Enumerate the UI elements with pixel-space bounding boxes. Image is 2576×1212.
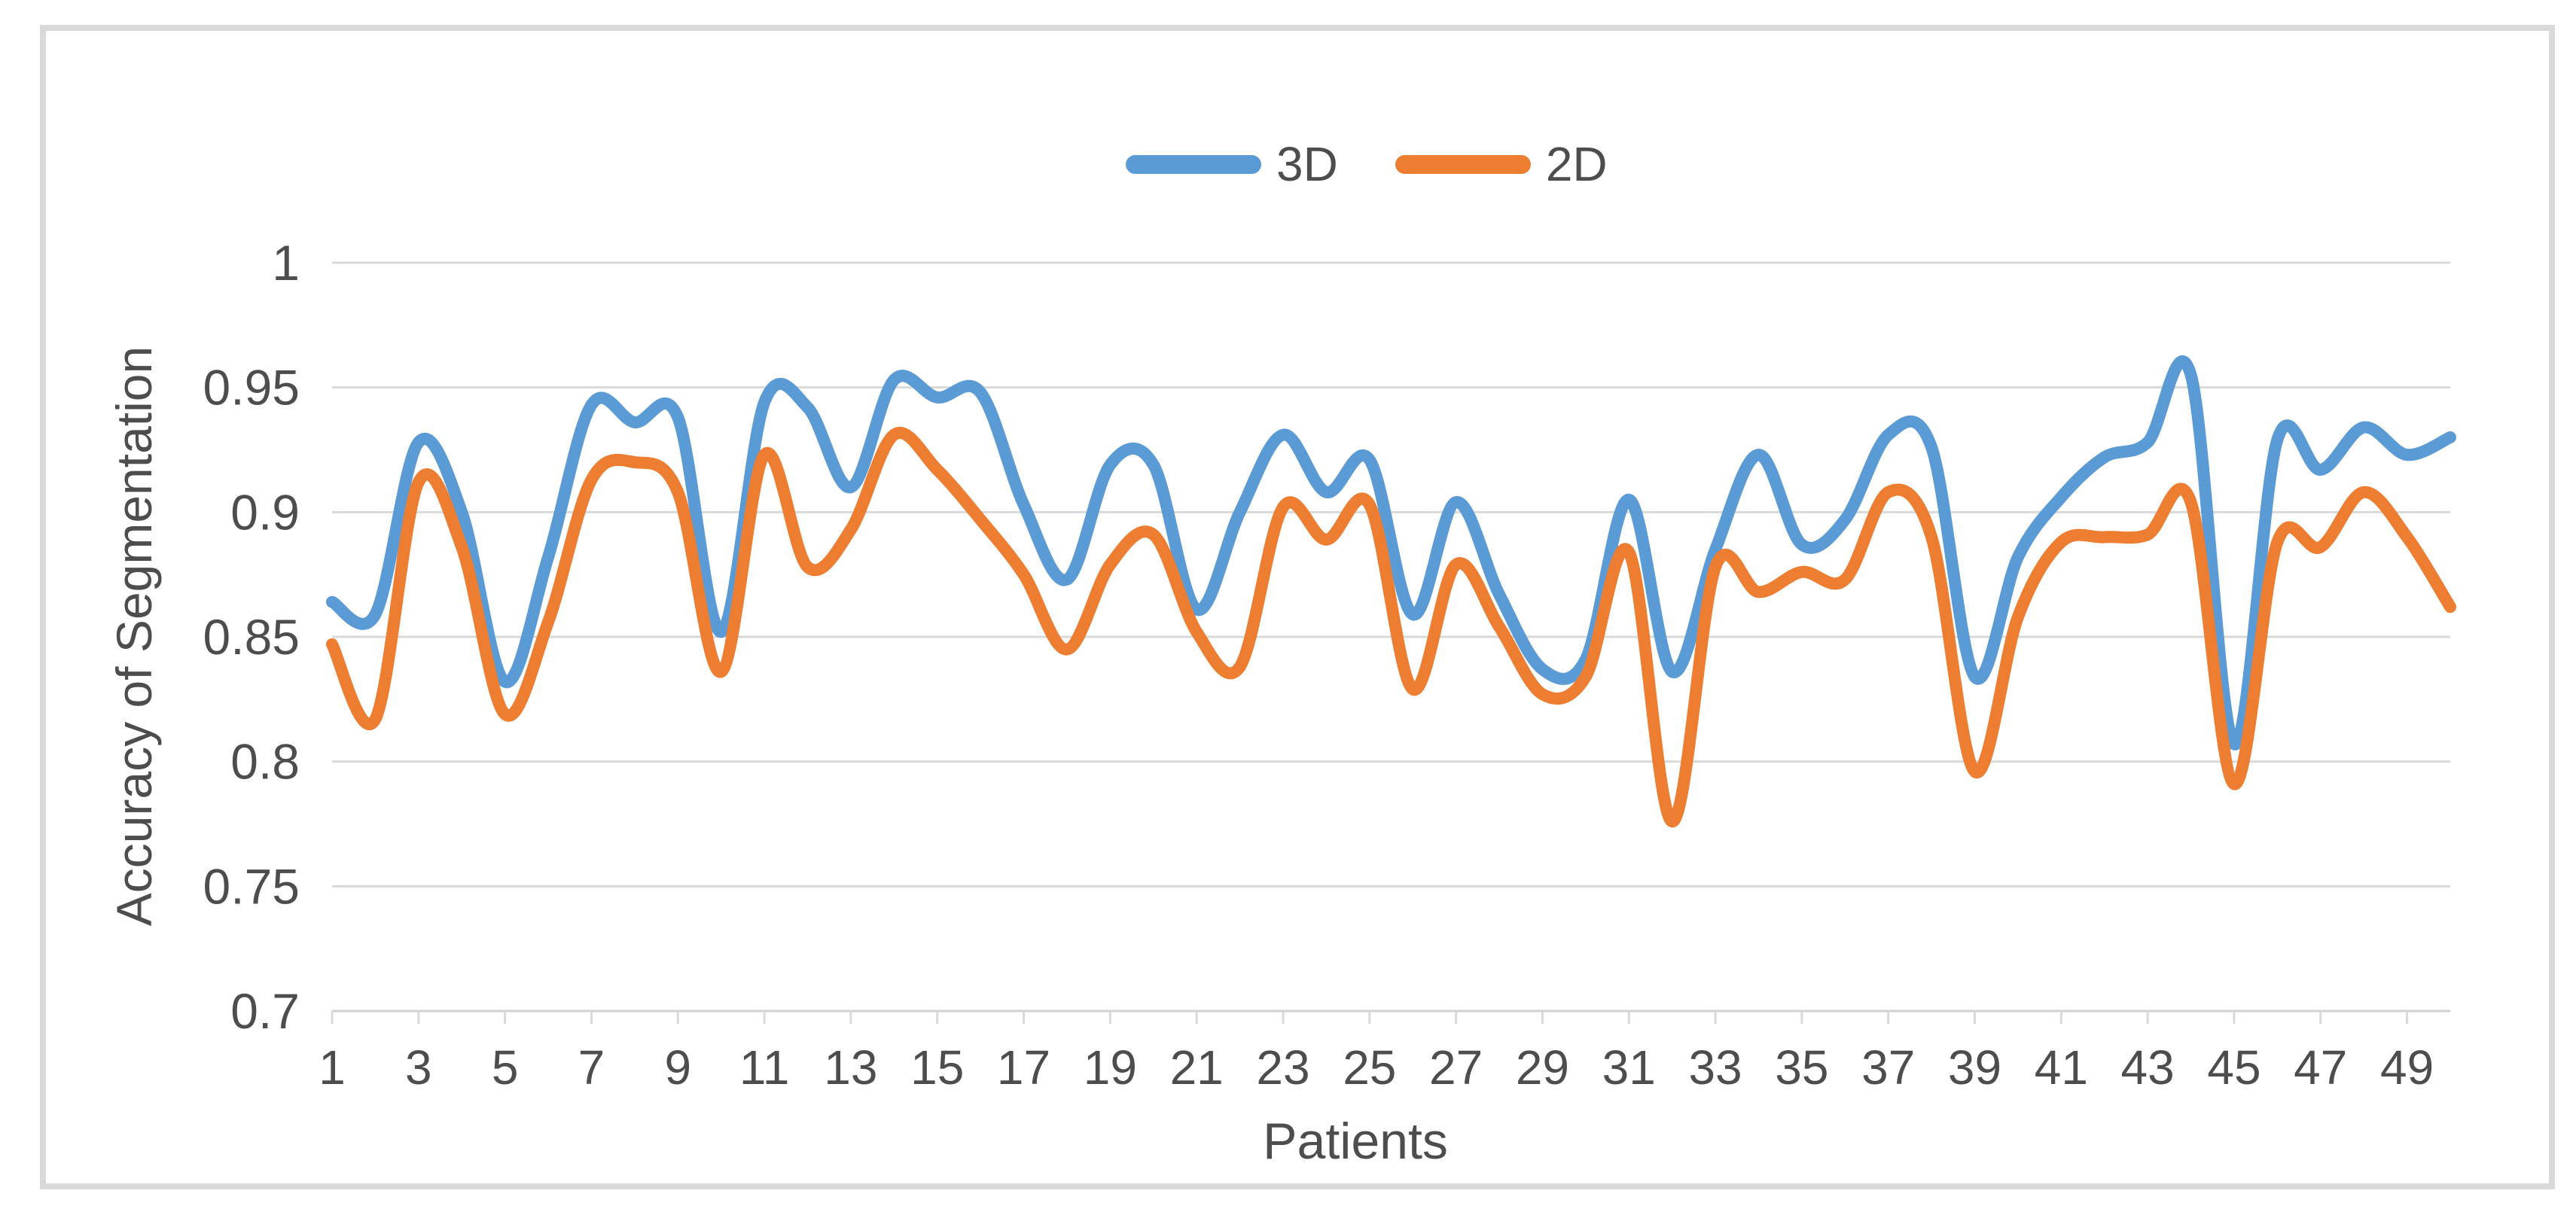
x-tick-label: 23	[1256, 1040, 1309, 1095]
y-tick-label: 0.8	[230, 734, 300, 790]
legend-label: 2D	[1545, 137, 1608, 191]
legend: 3D 2D	[1126, 140, 1608, 188]
x-tick-label: 25	[1343, 1040, 1396, 1095]
legend-swatch-3d-icon	[1126, 154, 1261, 174]
x-tick-label: 21	[1170, 1040, 1224, 1095]
x-tick-label: 11	[739, 1040, 789, 1095]
legend-item-3d: 3D	[1126, 140, 1338, 188]
y-tick-label: 0.85	[203, 609, 300, 665]
x-tick-label: 9	[664, 1040, 691, 1095]
x-tick-label: 41	[2035, 1040, 2088, 1095]
legend-swatch-2d-icon	[1395, 154, 1531, 174]
x-tick-label: 47	[2294, 1040, 2347, 1095]
chart-border	[40, 25, 2555, 1189]
x-tick-label: 35	[1775, 1040, 1828, 1095]
x-axis-title: Patients	[1263, 1113, 1448, 1170]
x-tick-label: 17	[997, 1040, 1050, 1095]
x-tick-label: 45	[2207, 1040, 2260, 1095]
y-tick-label: 0.75	[203, 858, 300, 914]
y-tick-label: 0.9	[230, 484, 300, 540]
x-tick-label: 31	[1602, 1040, 1656, 1095]
x-tick-label: 3	[405, 1040, 432, 1095]
y-tick-label: 0.95	[203, 360, 300, 416]
x-tick-label: 43	[2121, 1040, 2175, 1095]
x-tick-label: 33	[1688, 1040, 1742, 1095]
x-tick-label: 39	[1948, 1040, 2001, 1095]
y-tick-label: 1	[272, 235, 300, 291]
y-axis-title: Accuracy of Segmentation	[106, 346, 162, 927]
x-tick-label: 7	[578, 1040, 605, 1095]
x-tick-label: 13	[824, 1040, 877, 1095]
x-tick-label: 27	[1429, 1040, 1483, 1095]
x-tick-label: 19	[1084, 1040, 1137, 1095]
x-tick-label: 15	[910, 1040, 964, 1095]
series-line-2d	[326, 427, 2456, 828]
legend-item-2d: 2D	[1395, 140, 1608, 188]
x-tick-label: 29	[1516, 1040, 1569, 1095]
x-tick-label: 37	[1861, 1040, 1915, 1095]
legend-label: 3D	[1276, 137, 1338, 191]
y-tick-label: 0.7	[230, 983, 300, 1039]
x-tick-label: 1	[319, 1040, 346, 1095]
x-tick-label: 49	[2380, 1040, 2434, 1095]
series-line-3d	[326, 355, 2456, 751]
x-tick-label: 5	[492, 1040, 519, 1095]
